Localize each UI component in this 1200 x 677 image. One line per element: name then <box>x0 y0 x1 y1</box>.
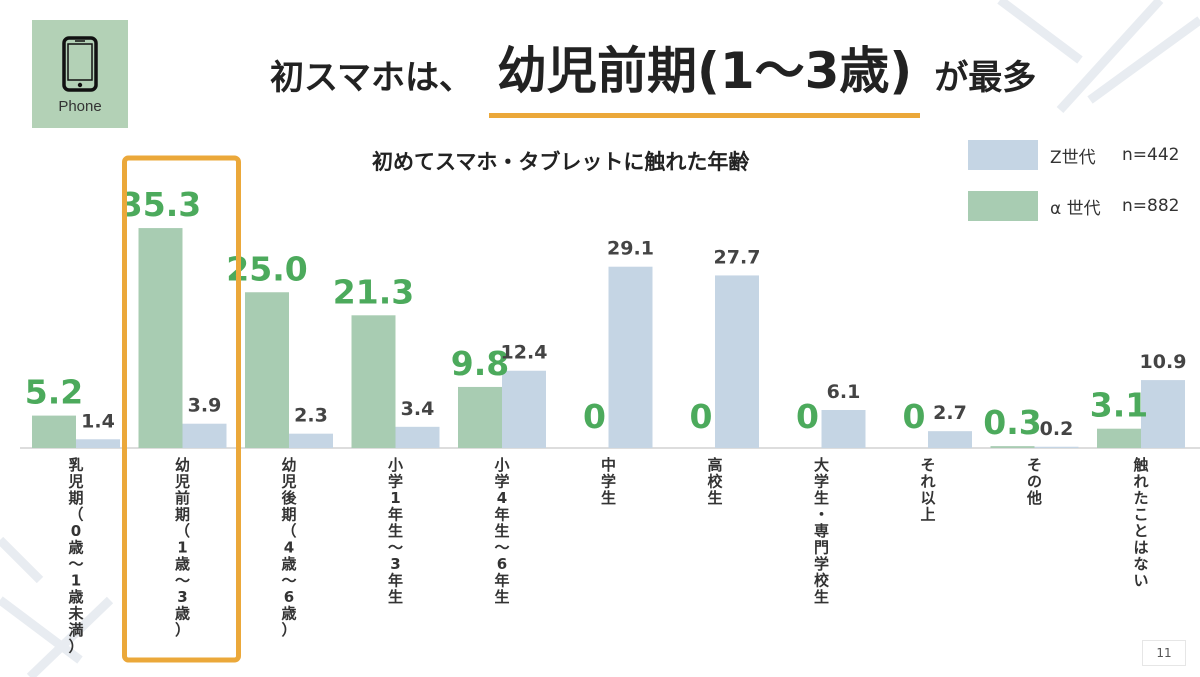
category-label: それ以上 <box>920 456 935 524</box>
data-label-alpha: 0 <box>690 397 713 436</box>
chart-title: 初めてスマホ・タブレットに触れた年齢 <box>372 150 750 174</box>
bar-gen-z <box>928 431 972 448</box>
headline-suffix: が最多 <box>934 57 1037 98</box>
data-label-alpha: 0 <box>903 397 926 436</box>
category-label: 小学 4 年生～ 6 年生 <box>494 456 509 606</box>
page-number: 11 <box>1142 640 1186 666</box>
data-label-gen-z: 2.7 <box>933 402 967 424</box>
headline: 初スマホは、 幼児前期(1～3歳) が最多 <box>270 24 1036 124</box>
bar-gen-z <box>608 266 653 448</box>
data-label-gen-z: 12.4 <box>501 342 548 364</box>
category-label: 幼児後期（ 4 歳～ 6 歳） <box>280 456 297 639</box>
category-label: 幼児前期（ 1 歳～ 3 歳） <box>174 456 190 639</box>
category-label: その他 <box>1026 456 1042 507</box>
bar-gen-z <box>395 426 440 448</box>
data-label-gen-z: 0.2 <box>1040 418 1074 440</box>
phone-icon <box>62 36 98 92</box>
data-label-alpha: 5.2 <box>25 373 83 412</box>
bar-gen-z <box>821 409 866 448</box>
data-label-gen-z: 10.9 <box>1140 351 1187 373</box>
data-label-alpha: 0 <box>583 397 606 436</box>
legend-item-gen-z: Z世代 n=442 <box>968 140 1179 170</box>
highlight-frame <box>122 155 241 663</box>
data-label-gen-z: 6.1 <box>827 381 861 403</box>
category-label: 中学生 <box>601 456 616 507</box>
data-label-gen-z: 1.4 <box>81 410 115 432</box>
data-label-alpha: 0.3 <box>983 403 1041 442</box>
legend-n-gen-z: n=442 <box>1122 145 1180 165</box>
legend-n-alpha: n=882 <box>1122 196 1180 216</box>
bar-gen-z <box>182 423 227 448</box>
data-label-alpha: 35.3 <box>120 185 201 224</box>
category-label: 高校生 <box>707 456 723 507</box>
legend-name-gen-z: Z世代 <box>1050 147 1096 168</box>
bar-gen-z <box>76 439 120 448</box>
bar-alpha <box>990 446 1035 448</box>
legend-name-alpha: α 世代 <box>1050 198 1101 219</box>
data-label-gen-z: 2.3 <box>294 405 328 427</box>
phone-label: Phone <box>58 98 102 115</box>
legend-item-alpha: α 世代 n=882 <box>968 191 1179 221</box>
data-label-gen-z: 29.1 <box>607 238 654 260</box>
data-label-gen-z: 3.9 <box>188 395 222 417</box>
bar-alpha <box>458 386 502 448</box>
headline-prefix: 初スマホは、 <box>270 57 473 98</box>
category-label: 乳児期（ 0 歳～ 1 歳未満） <box>67 456 84 656</box>
bar-alpha <box>32 415 76 448</box>
category-label: 小学 1 年生～ 3 年生 <box>388 456 403 606</box>
legend: Z世代 n=442 α 世代 n=882 <box>968 140 1179 242</box>
headline-emphasis: 幼児前期(1～3歳) <box>488 31 921 118</box>
bar-gen-z <box>289 433 333 448</box>
bar-gen-z <box>502 370 546 448</box>
bar-gen-z <box>715 275 759 448</box>
data-label-gen-z: 3.4 <box>401 398 435 420</box>
bar-alpha <box>351 315 396 448</box>
data-label-alpha: 3.1 <box>1090 386 1148 425</box>
legend-swatch-alpha <box>968 191 1038 221</box>
bar-alpha <box>1097 428 1141 448</box>
data-label-alpha: 9.8 <box>451 344 509 383</box>
bar-gen-z <box>1034 446 1079 448</box>
category-label: 触れたことはない <box>1133 456 1148 590</box>
legend-swatch-gen-z <box>968 140 1038 170</box>
category-label: 大学生・専門学校生 <box>814 456 830 606</box>
data-label-gen-z: 27.7 <box>714 246 761 268</box>
data-label-alpha: 21.3 <box>333 272 414 311</box>
bar-alpha <box>245 292 289 448</box>
bar-alpha <box>138 228 183 448</box>
data-label-alpha: 0 <box>796 397 819 436</box>
bar-gen-z <box>1141 380 1185 448</box>
phone-icon-tile: Phone <box>32 20 128 128</box>
